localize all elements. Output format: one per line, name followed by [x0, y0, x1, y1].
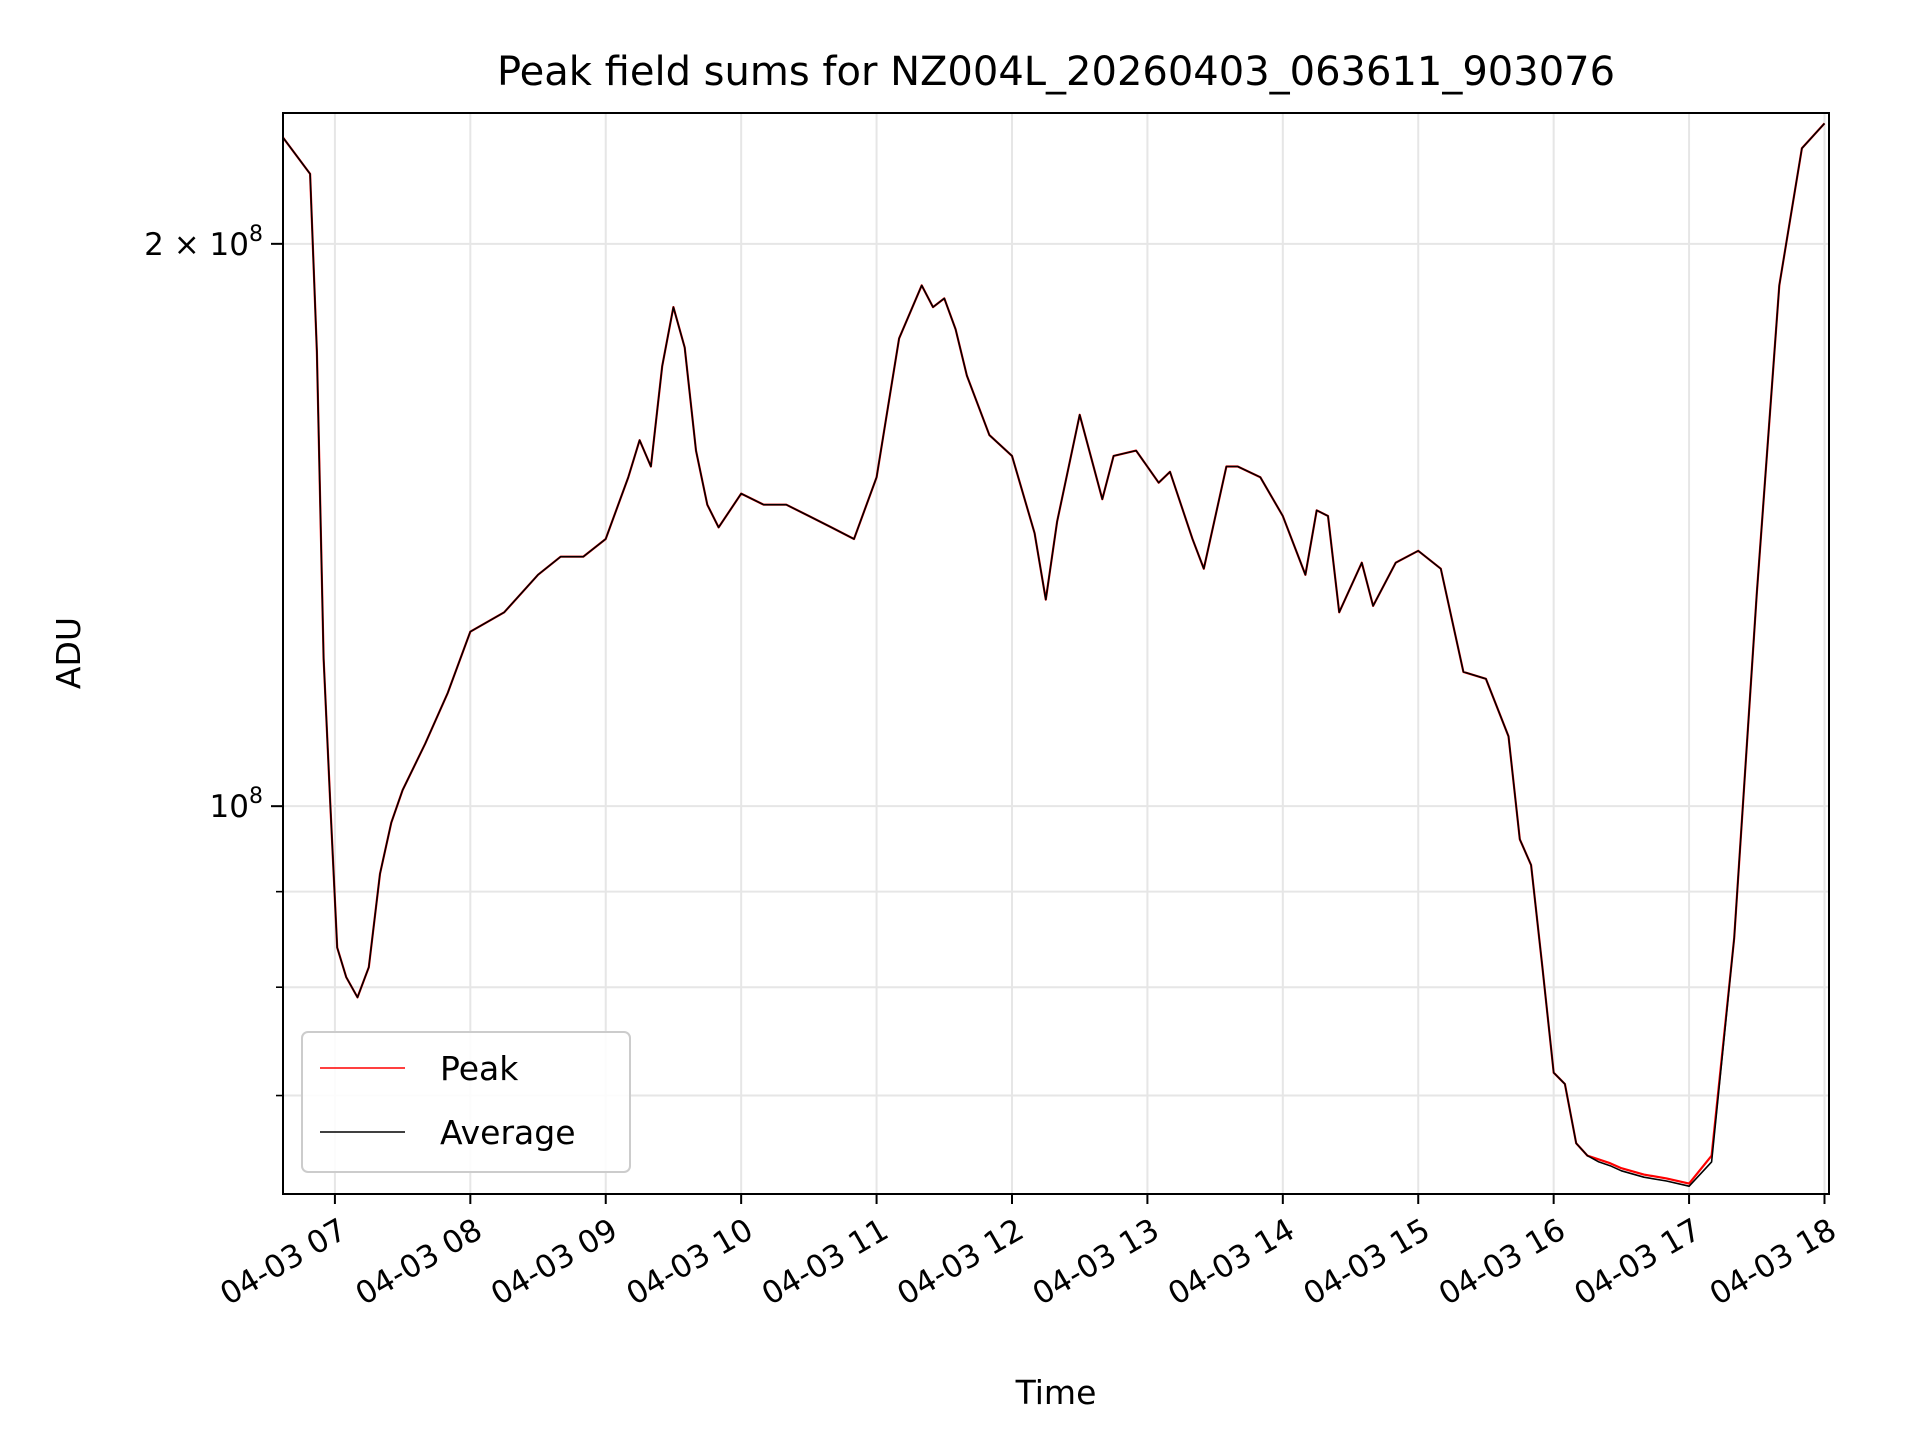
legend: Peak Average — [301, 1031, 631, 1173]
grid — [283, 113, 1829, 1194]
legend-label-average: Average — [440, 1113, 576, 1152]
y-tick-label-base: 10 — [210, 789, 249, 825]
x-axis-label: Time — [1015, 1373, 1097, 1412]
legend-label-peak: Peak — [440, 1049, 519, 1088]
series-line-average — [283, 122, 1826, 1187]
plot-frame — [282, 112, 1830, 1195]
y-tick-label-exponent: 8 — [249, 784, 263, 809]
series-lines — [283, 122, 1826, 1187]
y-axis-label: ADU — [49, 617, 88, 689]
y-tick-label: 108 — [210, 784, 263, 825]
y-tick-label-exponent: 8 — [249, 222, 263, 247]
y-tick-label-base: 2 × 10 — [144, 227, 249, 263]
y-tick-label: 2 × 108 — [144, 222, 263, 263]
chart-title: Peak field sums for NZ004L_20260403_0636… — [497, 49, 1615, 95]
legend-box — [301, 1031, 631, 1173]
